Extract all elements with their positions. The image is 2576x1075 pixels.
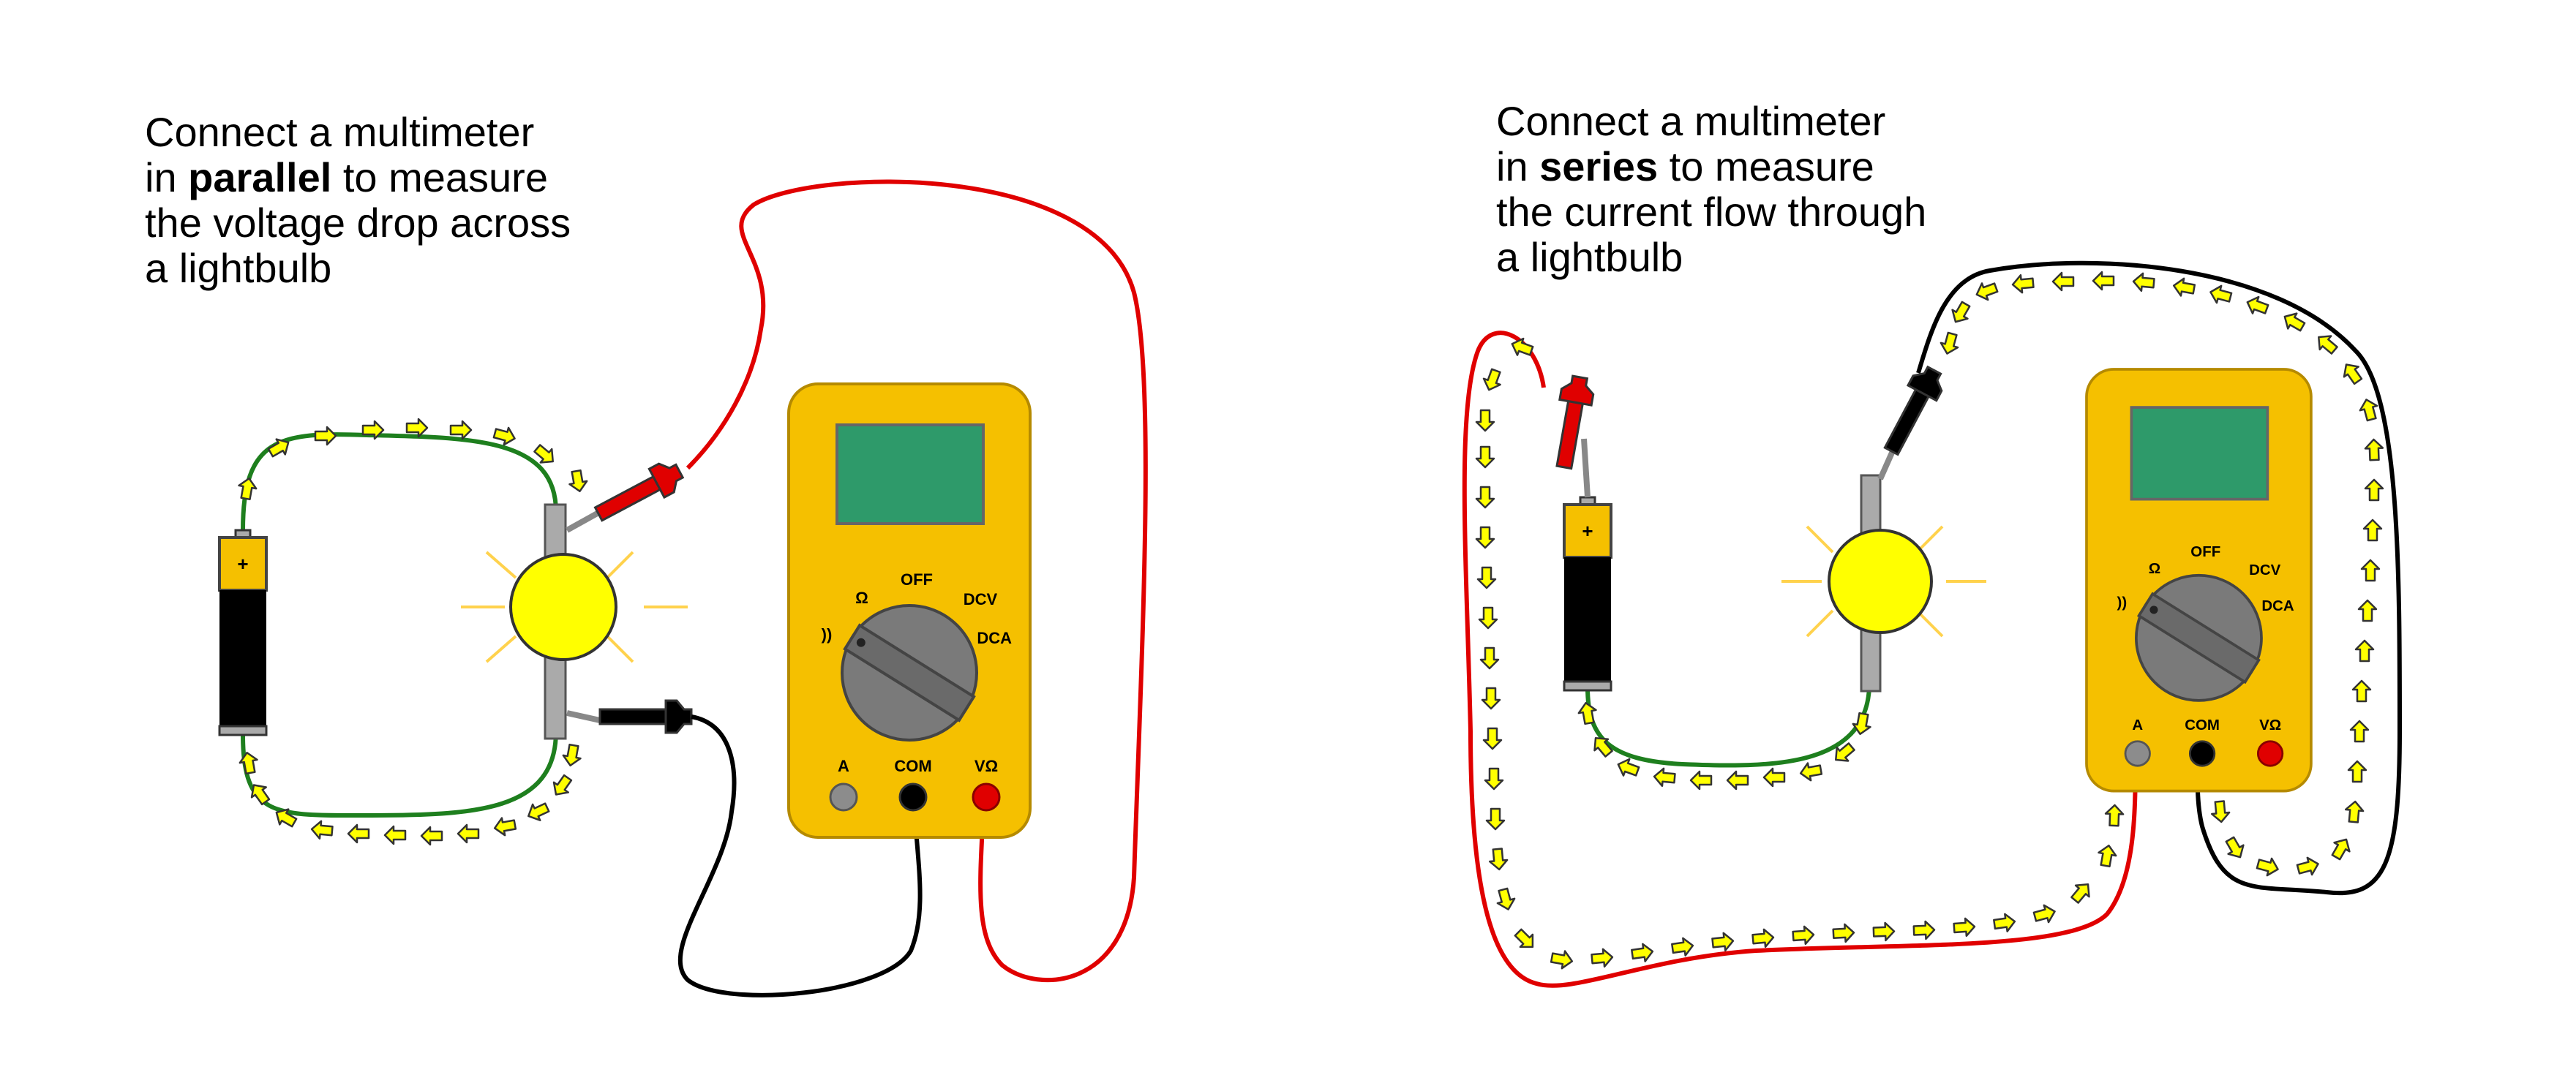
right-green-wire [1585,687,1871,768]
right-red-wire [1462,331,2138,988]
left-caption-line2: in parallel to measure [145,154,548,200]
left-battery-plus: + [237,553,248,575]
left-label-dcv: DCV [964,590,998,608]
right-caption: Connect a multimeter in series to measur… [1496,99,1926,280]
left-black-probe [566,699,923,997]
left-port-vohm: VΩ [975,757,998,775]
left-caption-line1: Connect a multimeter [145,109,535,155]
right-caption-line3: the current flow through [1496,189,1927,235]
right-port-a: A [2132,717,2143,733]
right-label-dca: DCA [2261,597,2294,614]
right-label-ohm: Ω [2149,560,2160,577]
left-caption-line3: the voltage drop across [145,200,571,246]
left-caption: Connect a multimeter in parallel to meas… [145,110,571,291]
right-port-vohm: VΩ [2259,717,2281,733]
left-bulb [461,503,688,740]
right-red-probe [1555,374,1595,470]
right-battery-plus: + [1582,520,1593,542]
right-caption-keyword: series [1539,143,1659,189]
left-label-off: OFF [901,570,933,589]
left-panel: + [218,179,1148,997]
left-red-probe [566,179,1148,983]
right-black-wire [1916,260,2403,896]
left-multimeter: Ω OFF DCV DCA )) A COM VΩ [787,382,1032,839]
right-caption-line1: Connect a multimeter [1496,98,1886,144]
right-black-probe [1883,365,1943,456]
right-panel: + [1462,260,2403,988]
left-label-ohm: Ω [855,589,868,607]
right-battery: + [1563,438,1612,692]
left-label-dca: DCA [977,629,1012,647]
right-multimeter: Ω OFF DCV DCA )) A COM VΩ [2085,368,2313,793]
left-caption-line4: a lightbulb [145,245,332,291]
right-label-sound: )) [2117,595,2128,611]
right-caption-line4: a lightbulb [1496,234,1683,280]
right-label-dcv: DCV [2249,562,2281,578]
left-port-com: COM [894,757,931,775]
right-port-com: COM [2185,717,2220,733]
left-green-wire-bottom [241,731,558,818]
right-bulb [1781,445,1986,693]
left-black-wire [677,714,923,997]
right-caption-line2: in series to measure [1496,143,1874,189]
left-port-a: A [838,757,849,775]
left-red-wire [686,179,1148,983]
left-caption-keyword: parallel [188,154,332,200]
left-green-wire-top [241,432,558,531]
right-label-off: OFF [2190,543,2220,560]
left-label-sound: )) [822,625,833,644]
left-battery: + [218,529,268,736]
